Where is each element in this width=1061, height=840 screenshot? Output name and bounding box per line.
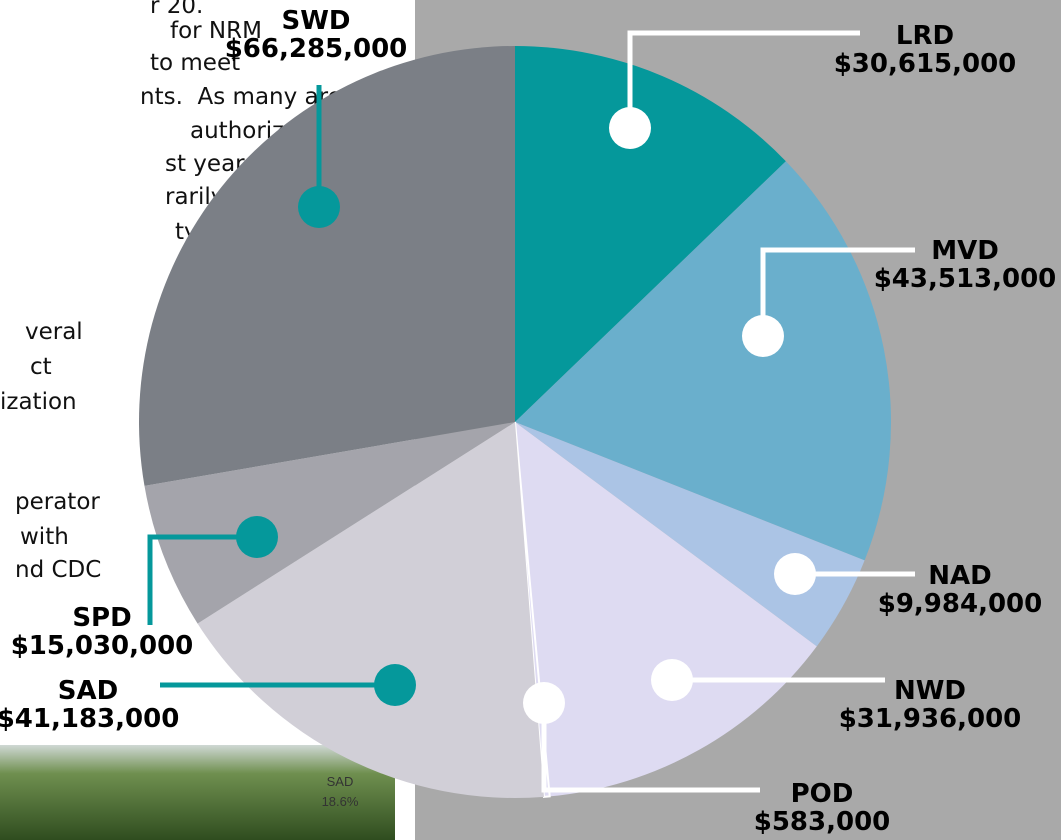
pie-slice bbox=[138, 46, 515, 486]
callout-dot bbox=[523, 682, 565, 724]
pie-slice bbox=[197, 422, 544, 798]
body-text: nd CDC bbox=[15, 557, 101, 583]
category-label: LRD bbox=[896, 21, 954, 51]
value-label: $15,030,000 bbox=[11, 631, 194, 661]
category-label: SPD bbox=[72, 603, 131, 633]
callout-dot bbox=[298, 186, 340, 228]
category-label: SAD bbox=[58, 676, 118, 706]
body-text: for NRM bbox=[170, 18, 262, 44]
category-label: MVD bbox=[931, 236, 999, 266]
callout-dot bbox=[651, 659, 693, 701]
leader-line bbox=[760, 247, 915, 336]
callout-dot bbox=[774, 553, 816, 595]
category-label: NAD bbox=[928, 561, 991, 591]
pie-slice bbox=[515, 422, 817, 797]
leader-line bbox=[147, 534, 257, 625]
photo-caption: SAD bbox=[327, 774, 354, 789]
callout-dot bbox=[609, 107, 651, 149]
leader-line bbox=[627, 30, 860, 128]
pie-slice bbox=[515, 161, 891, 561]
callout-dot bbox=[374, 664, 416, 706]
photo bbox=[0, 745, 395, 840]
value-label: $583,000 bbox=[754, 807, 891, 837]
category-label: SWD bbox=[282, 6, 351, 36]
pie-slice bbox=[515, 46, 786, 422]
pie-slice bbox=[144, 422, 515, 624]
category-label: POD bbox=[791, 779, 854, 809]
category-label: NWD bbox=[894, 676, 966, 706]
leader-line bbox=[541, 703, 760, 793]
body-text: with bbox=[20, 524, 69, 550]
value-label: $31,936,000 bbox=[839, 704, 1022, 734]
value-label: $43,513,000 bbox=[874, 264, 1057, 294]
body-text: r 20. bbox=[150, 0, 203, 19]
value-label: $41,183,000 bbox=[0, 704, 179, 734]
callout-dot bbox=[236, 516, 278, 558]
pie-slice bbox=[515, 422, 865, 647]
body-text: perator bbox=[15, 489, 100, 515]
photo-caption: 18.6% bbox=[322, 794, 359, 809]
body-text: ct bbox=[30, 354, 52, 380]
callout-dot bbox=[742, 315, 784, 357]
value-label: $9,984,000 bbox=[878, 589, 1042, 619]
body-text: ization bbox=[0, 389, 77, 415]
body-text: nts. As many are bbox=[140, 84, 342, 110]
body-text: veral bbox=[25, 319, 83, 345]
value-label: $30,615,000 bbox=[834, 49, 1017, 79]
value-label: $66,285,000 bbox=[225, 34, 408, 64]
body-text: to meet bbox=[150, 50, 240, 76]
